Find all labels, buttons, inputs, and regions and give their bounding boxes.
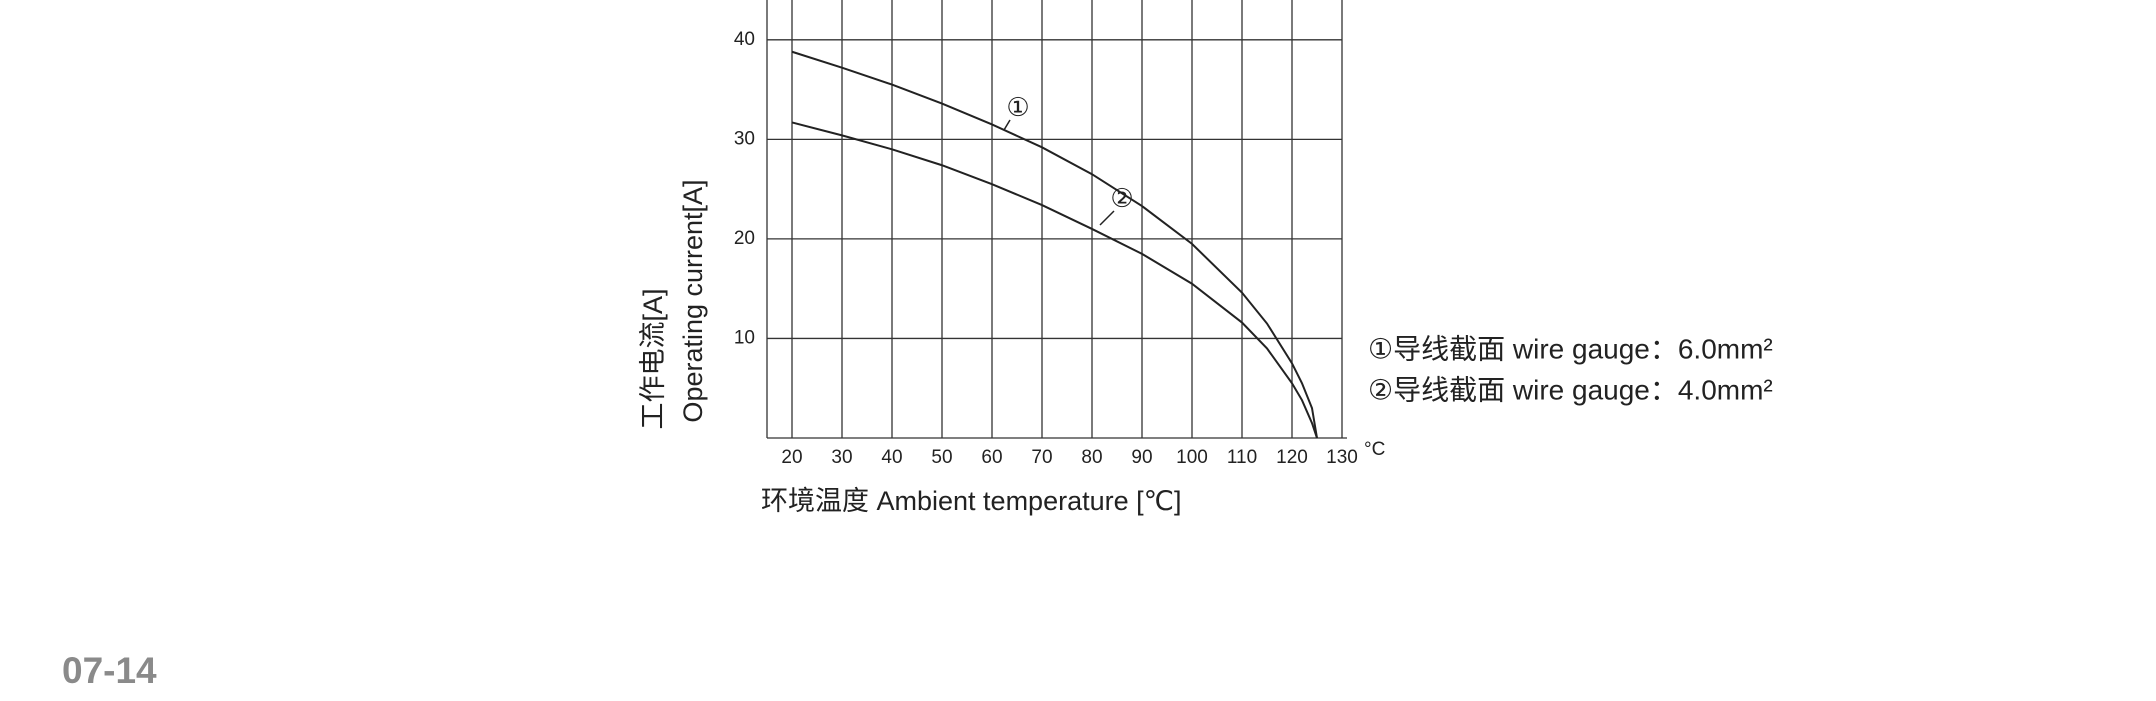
- y-tick-label: 20: [734, 228, 755, 249]
- y-tick-label: 10: [734, 327, 755, 348]
- y-axis-label-cn: 工作电流[A]: [638, 288, 668, 429]
- x-tick-label: 70: [1031, 447, 1052, 468]
- x-tick-label: 100: [1176, 447, 1208, 468]
- marker-leader: [1099, 210, 1115, 226]
- x-tick-label: 60: [981, 447, 1002, 468]
- x-tick-label: 90: [1131, 447, 1152, 468]
- x-tick-label: 40: [881, 447, 902, 468]
- legend-entry: ②导线截面 wire gauge：4.0mm²: [1368, 374, 1773, 405]
- x-unit: °C: [1364, 439, 1385, 460]
- x-tick-label: 30: [831, 447, 852, 468]
- x-tick-label: 80: [1081, 447, 1102, 468]
- series-line: [791, 50, 1318, 439]
- y-tick-label: 30: [734, 128, 755, 149]
- page-number: 07-14: [62, 650, 157, 691]
- x-tick-label: 110: [1227, 447, 1257, 468]
- x-axis-label: 环境温度 Ambient temperature [℃]: [761, 486, 1181, 516]
- curve-marker: ②: [1110, 183, 1133, 213]
- legend-entry: ①导线截面 wire gauge：6.0mm²: [1368, 333, 1773, 364]
- x-tick-label: 120: [1276, 447, 1308, 468]
- x-tick-label: 130: [1326, 447, 1358, 468]
- y-tick-label: 40: [734, 29, 755, 50]
- x-tick-label: 50: [931, 447, 952, 468]
- y-axis-label: Operating current[A]: [678, 179, 708, 422]
- series-line: [791, 121, 1318, 439]
- curve-marker: ①: [1006, 92, 1029, 122]
- marker-leader: [1003, 119, 1011, 131]
- x-tick-label: 20: [781, 447, 802, 468]
